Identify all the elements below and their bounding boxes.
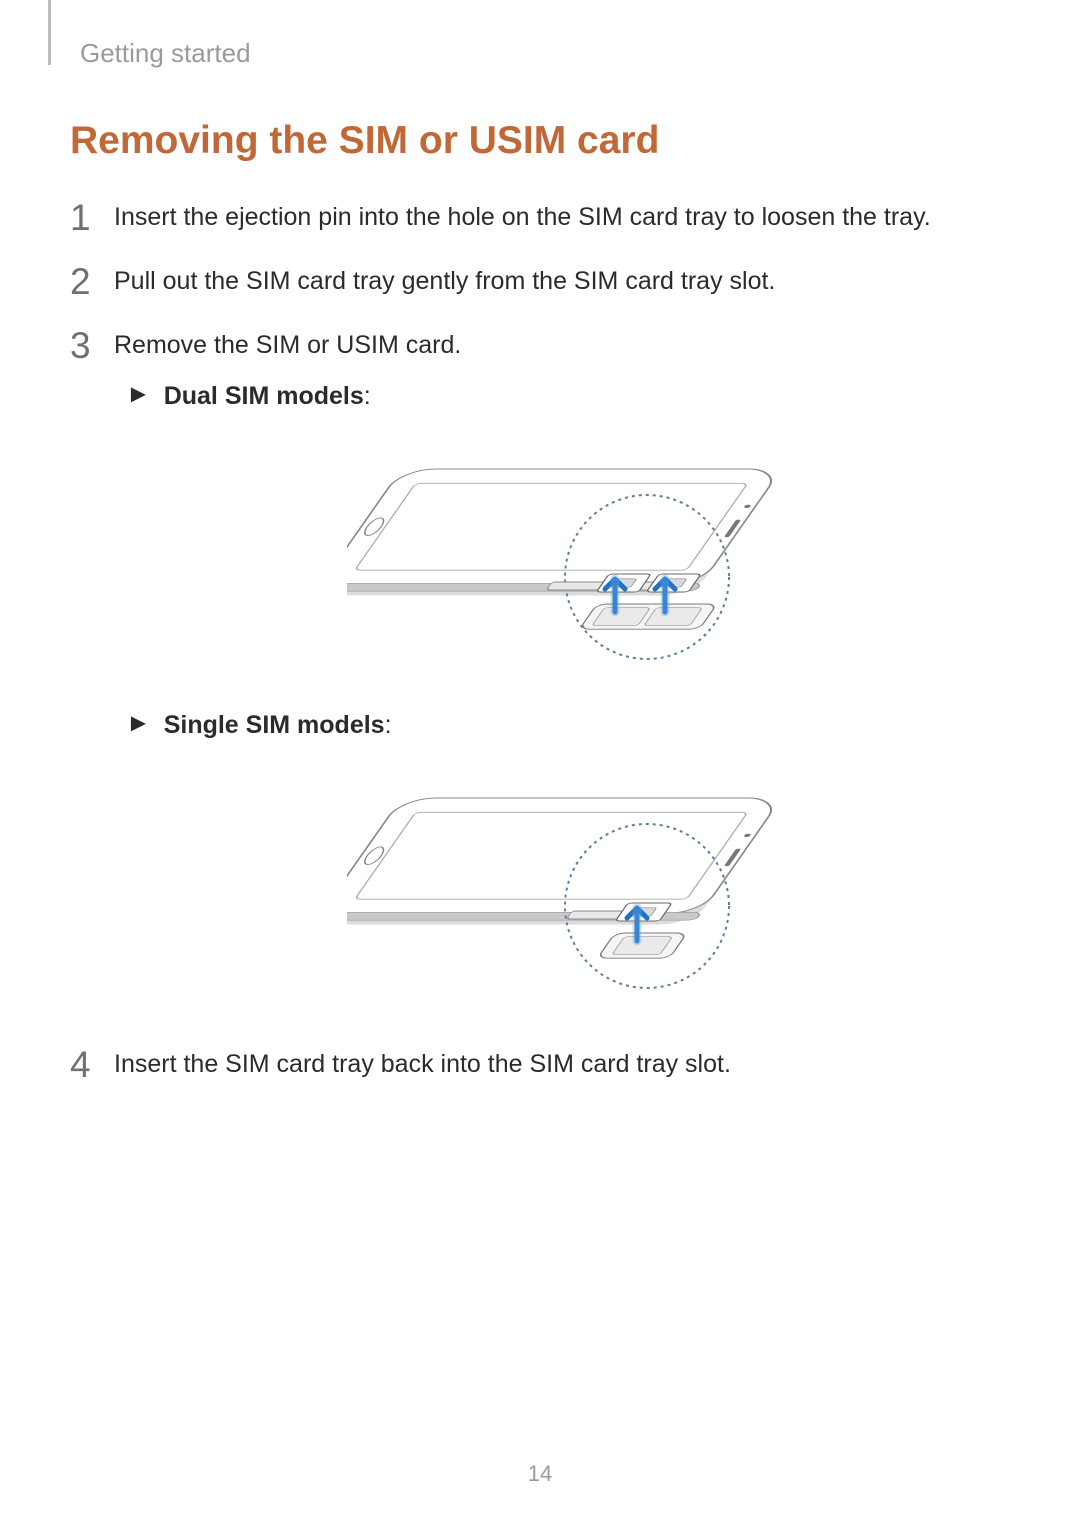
triangle-bullet-icon: ► bbox=[126, 378, 151, 412]
step-number: 4 bbox=[70, 1040, 91, 1090]
step-2: 2 Pull out the SIM card tray gently from… bbox=[70, 265, 1010, 299]
step-4: 4 Insert the SIM card tray back into the… bbox=[70, 1048, 1010, 1082]
step-number: 2 bbox=[70, 257, 91, 307]
sub-label: Dual SIM models bbox=[164, 382, 364, 410]
manual-page: Getting started Removing the SIM or USIM… bbox=[0, 0, 1080, 1527]
step-1: 1 Insert the ejection pin into the hole … bbox=[70, 201, 1010, 235]
section-title: Removing the SIM or USIM card bbox=[70, 119, 1010, 163]
step-text: Insert the ejection pin into the hole on… bbox=[114, 203, 931, 231]
step-text: Pull out the SIM card tray gently from t… bbox=[114, 267, 775, 295]
step-3-sub-dual: ► Dual SIM models: bbox=[126, 380, 1010, 414]
page-number: 14 bbox=[0, 1461, 1080, 1487]
figure-single-sim bbox=[347, 758, 777, 1018]
step-3: 3 Remove the SIM or USIM card. ► Dual SI… bbox=[70, 329, 1010, 1018]
step-number: 1 bbox=[70, 193, 91, 243]
figure-dual-sim bbox=[347, 429, 777, 689]
step-text: Insert the SIM card tray back into the S… bbox=[114, 1050, 731, 1078]
margin-mark bbox=[48, 0, 51, 65]
step-3-sub-single: ► Single SIM models: bbox=[126, 709, 1010, 743]
sub-label: Single SIM models bbox=[164, 711, 385, 739]
step-text: Remove the SIM or USIM card. bbox=[114, 331, 461, 359]
triangle-bullet-icon: ► bbox=[126, 707, 151, 741]
steps-list: 1 Insert the ejection pin into the hole … bbox=[70, 201, 1010, 1082]
step-number: 3 bbox=[70, 321, 91, 371]
colon: : bbox=[364, 382, 371, 410]
running-head: Getting started bbox=[80, 38, 1010, 69]
colon: : bbox=[385, 711, 392, 739]
